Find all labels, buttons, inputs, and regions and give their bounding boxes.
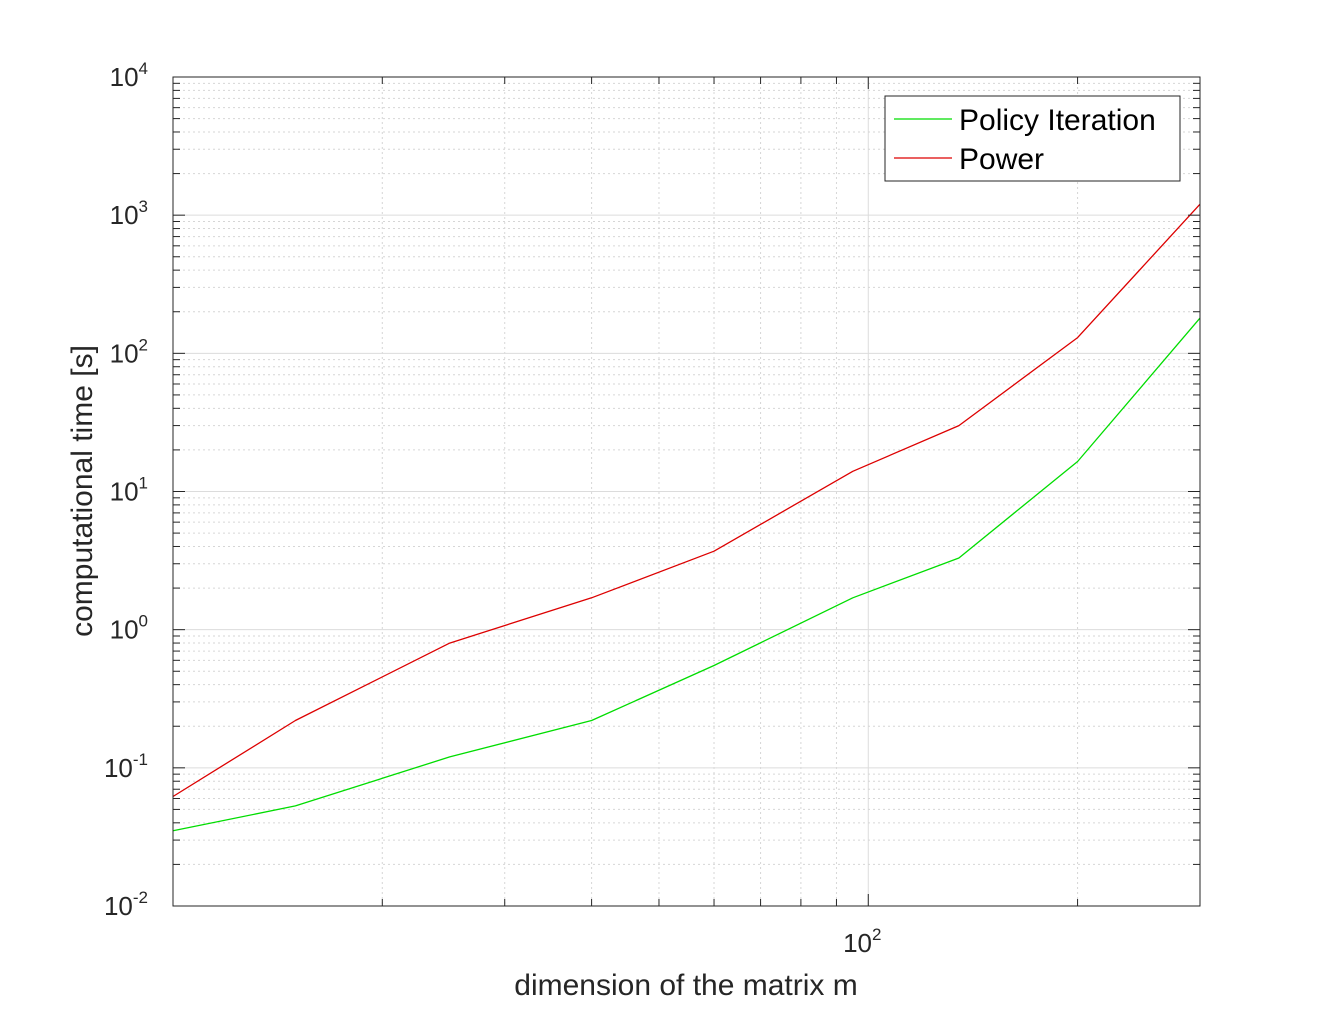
- series-line-power: [172, 203, 1201, 798]
- y-tick-label: 102: [110, 335, 148, 368]
- axis-ticks: 10-2 10-1 100 101 102 103 104 102: [104, 59, 1200, 958]
- y-tick-label: 101: [110, 474, 148, 507]
- grid: [173, 77, 1200, 906]
- y-tick-label: 104: [110, 59, 148, 92]
- y-tick-label: 10-1: [104, 750, 148, 783]
- legend-label-power: Power: [959, 143, 1044, 176]
- series-layer: [172, 203, 1201, 832]
- series-line-policy-iteration: [172, 317, 1201, 832]
- legend-label-policy-iteration: Policy Iteration: [959, 104, 1156, 137]
- x-tick-label: 102: [843, 925, 881, 958]
- x-axis-label: dimension of the matrix m: [514, 969, 857, 1002]
- y-tick-label: 103: [110, 197, 148, 230]
- legend: Policy Iteration Power: [884, 95, 1181, 182]
- y-axis-label: computational time [s]: [66, 345, 99, 637]
- y-tick-label: 10-2: [104, 888, 148, 921]
- legend-box: [884, 95, 1181, 182]
- y-tick-label: 100: [110, 612, 148, 645]
